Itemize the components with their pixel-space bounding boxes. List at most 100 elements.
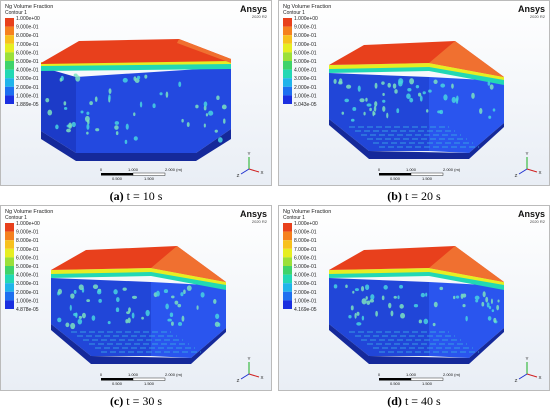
bubble xyxy=(125,123,129,130)
legend-swatch xyxy=(283,240,292,249)
legend-title: Ng Volume Fraction xyxy=(283,4,331,10)
bubble xyxy=(417,92,422,97)
bubble xyxy=(205,113,209,117)
legend-level: 6.000e-01 xyxy=(294,255,317,261)
bubble xyxy=(415,84,420,89)
bubble xyxy=(396,108,400,114)
bubble xyxy=(407,88,412,92)
legend-level: 1.000e-01 xyxy=(294,93,317,99)
bubble xyxy=(423,318,429,325)
legend-level: 8.000e-01 xyxy=(294,238,317,244)
bubble xyxy=(428,89,432,93)
band xyxy=(329,270,504,290)
bubble xyxy=(124,139,128,145)
legend-level: 2.000e-01 xyxy=(16,85,39,91)
legend-level: 5.000e-01 xyxy=(16,59,39,65)
bubble xyxy=(366,103,372,107)
legend-level: 7.000e-01 xyxy=(294,247,317,253)
bubble xyxy=(81,312,86,319)
bubble xyxy=(47,109,53,116)
bubble xyxy=(183,289,186,294)
bubble xyxy=(432,322,436,327)
bubble xyxy=(92,284,99,290)
bubble xyxy=(453,295,456,300)
axis-label: Z xyxy=(237,173,240,178)
legend-level: 4.000e-01 xyxy=(294,68,317,74)
caption: (b) t = 20 s xyxy=(278,189,550,204)
bubble xyxy=(70,322,76,330)
geometry xyxy=(329,41,504,159)
bubble xyxy=(73,73,78,77)
bubble xyxy=(399,304,404,309)
legend-swatch xyxy=(283,223,292,232)
bubble xyxy=(497,299,500,303)
scale-label: 2.000 (m) xyxy=(443,372,461,377)
legend-swatch xyxy=(283,18,292,27)
bubble xyxy=(59,77,63,82)
top-edge xyxy=(429,41,504,77)
legend-swatch xyxy=(5,86,14,96)
legend-level: 6.000e-01 xyxy=(16,255,39,261)
scale-label: 1.000 xyxy=(128,372,139,377)
brand: Ansys xyxy=(518,209,545,219)
bubble xyxy=(200,292,205,298)
bubble xyxy=(75,75,81,82)
bubble xyxy=(65,322,70,328)
bubble xyxy=(485,296,489,303)
bubble xyxy=(333,284,338,289)
bubble xyxy=(84,115,90,123)
bubble xyxy=(66,128,71,133)
bubble xyxy=(455,295,460,299)
bubble xyxy=(363,111,366,116)
bubble xyxy=(216,95,220,101)
legend-subtitle: Contour 1 xyxy=(5,215,27,221)
bubble xyxy=(354,288,359,292)
scale-bar xyxy=(101,378,133,381)
bubble xyxy=(114,125,119,130)
axis-z xyxy=(240,168,250,175)
bubble xyxy=(383,285,388,290)
bubble xyxy=(373,105,377,112)
legend-level: 1.000e+00 xyxy=(294,221,318,227)
bubble xyxy=(481,301,485,307)
caption-label: (a) xyxy=(109,189,124,203)
scale-bar xyxy=(132,172,166,176)
bubble xyxy=(437,110,442,114)
bubble xyxy=(381,81,385,85)
brand: Ansys xyxy=(240,209,267,219)
version: 2020 R2 xyxy=(530,219,546,224)
legend-swatch xyxy=(283,26,292,36)
scale-label: 0 xyxy=(378,372,381,377)
scale-label: 1.500 xyxy=(144,381,155,386)
axis-label: X xyxy=(260,375,263,380)
scale-label: 1.000 xyxy=(406,372,417,377)
bubble xyxy=(171,295,175,299)
legend-swatch xyxy=(283,257,292,266)
caption: (a) t = 10 s xyxy=(0,189,272,204)
bubble xyxy=(382,106,386,112)
body-right xyxy=(151,282,226,358)
bubble xyxy=(177,322,183,326)
bubble xyxy=(361,298,367,305)
bubble xyxy=(133,136,138,141)
bubble xyxy=(186,122,190,127)
bubble xyxy=(215,313,220,320)
bubble xyxy=(70,293,75,299)
axis-label: X xyxy=(538,170,541,175)
legend-swatch xyxy=(283,43,292,53)
bubble xyxy=(68,122,73,129)
bubble xyxy=(422,91,426,95)
legend-level: 2.000e-01 xyxy=(294,85,317,91)
bubble xyxy=(73,289,77,294)
legend-swatch xyxy=(283,61,292,70)
bubble xyxy=(352,290,355,294)
brand: Ansys xyxy=(518,4,545,14)
axis-label: Z xyxy=(237,378,240,383)
legend-level: 4.878e-05 xyxy=(16,307,39,313)
legend-level: 1.000e+00 xyxy=(16,16,40,22)
axis-label: Y xyxy=(525,356,528,361)
bubble xyxy=(482,291,486,298)
axis-label: Y xyxy=(247,356,250,361)
